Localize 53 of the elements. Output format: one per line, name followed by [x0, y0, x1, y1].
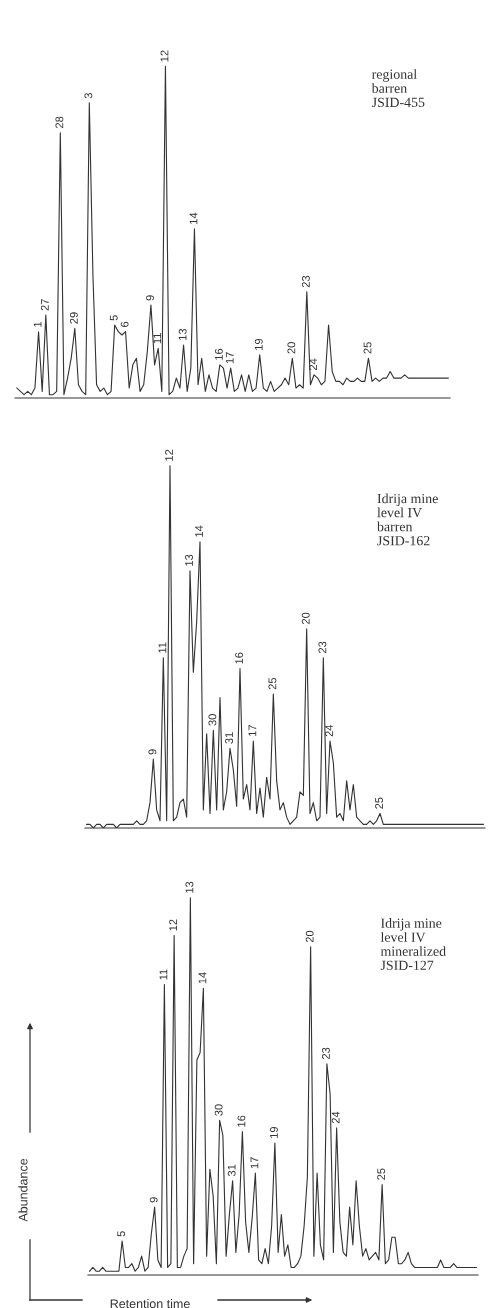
x-tick-label: 31 — [225, 732, 233, 744]
annotation: Idrija mine level IV barren JSID-162 — [377, 493, 438, 546]
x-tick-label: 24 — [331, 1111, 340, 1124]
x-tick-label: 14 — [195, 525, 203, 537]
x-tick-label: 20 — [301, 612, 310, 625]
x-tick-label: 12 — [169, 919, 177, 931]
x-tick-label: 24 — [309, 358, 317, 371]
annotation: Idrija mine level IV mineralized JSID-127 — [380, 918, 446, 970]
x-tick-label: 9 — [148, 749, 157, 755]
x-tick-label: 9 — [146, 295, 154, 301]
x-tick-label: 27 — [40, 299, 49, 311]
x-tick-label: 30 — [208, 714, 217, 726]
x-tick-label: 11 — [158, 642, 167, 653]
x-tick-label: 23 — [321, 1047, 330, 1060]
x-tick-label: 3 — [84, 93, 93, 99]
x-tick-label: 20 — [287, 342, 296, 354]
x-tick-label: 6 — [120, 321, 129, 327]
x-tick-label: 9 — [149, 1197, 158, 1203]
x-tick-label: 17 — [248, 725, 257, 737]
x-tick-label: 11 — [153, 333, 162, 344]
x-tick-label: 1 — [33, 321, 42, 327]
x-tick-label: 16 — [214, 348, 223, 360]
x-tick-label: 28 — [55, 116, 64, 129]
x-tick-label: 13 — [185, 554, 193, 566]
x-tick-label: 11 — [159, 969, 168, 980]
y-axis-title: Abundance — [18, 1158, 28, 1222]
x-tick-label: 12 — [160, 50, 169, 62]
x-tick-label: 29 — [69, 312, 78, 324]
annotation: regional barren JSID-455 — [371, 69, 425, 108]
x-tick-label: 17 — [250, 1157, 259, 1169]
x-tick-label: 12 — [165, 449, 173, 461]
x-tick-label: 19 — [254, 338, 263, 350]
x-tick-label: 24 — [325, 724, 333, 737]
x-tick-label: 30 — [214, 1104, 223, 1116]
x-tick-label: 13 — [178, 328, 187, 340]
x-tick-label: 13 — [185, 881, 194, 893]
x-tick-label: 23 — [301, 275, 310, 288]
x-tick-label: 25 — [377, 1168, 386, 1180]
x-tick-label: 16 — [235, 652, 243, 664]
x-tick-label: 25 — [363, 342, 372, 354]
x-tick-label: 25 — [375, 797, 383, 809]
x-tick-label: 14 — [189, 212, 198, 224]
x-tick-label: 5 — [109, 315, 118, 321]
x-tick-label: 23 — [318, 641, 327, 653]
x-tick-label: 19 — [269, 1126, 278, 1138]
x-tick-label: 17 — [225, 352, 234, 364]
x-tick-label: 20 — [305, 930, 314, 943]
x-tick-label: 31 — [227, 1164, 236, 1177]
x-tick-label: 14 — [198, 972, 207, 984]
x-tick-label: 25 — [268, 677, 277, 690]
x-tick-label: 5 — [117, 1231, 126, 1237]
x-tick-label: 16 — [237, 1115, 246, 1127]
x-axis-title: Retention time — [110, 1299, 190, 1308]
